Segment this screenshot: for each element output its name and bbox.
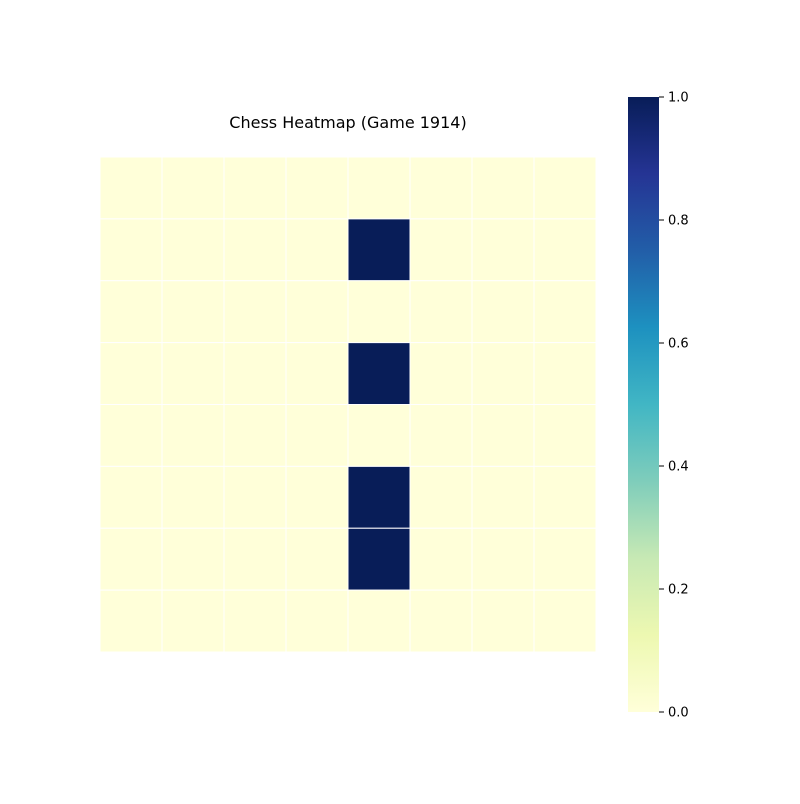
heatmap-cell xyxy=(471,342,535,406)
heatmap-cell xyxy=(99,218,163,282)
heatmap-cell xyxy=(99,404,163,467)
heatmap-cell xyxy=(347,527,411,591)
heatmap-cell xyxy=(285,218,349,282)
chart-title: Chess Heatmap (Game 1914) xyxy=(229,113,466,132)
heatmap-cell xyxy=(99,156,163,220)
heatmap-cell xyxy=(471,527,535,591)
heatmap-cell xyxy=(223,218,287,282)
colorbar xyxy=(628,97,659,712)
heatmap-cell xyxy=(409,589,473,653)
heatmap-cell xyxy=(471,404,535,467)
colorbar-ticks: 0.0 0.2 0.4 0.6 0.8 1.0 xyxy=(659,91,689,721)
heatmap-cell xyxy=(533,527,597,591)
heatmap-cell xyxy=(347,156,411,220)
heatmap-cell xyxy=(285,589,349,653)
heatmap-cell xyxy=(223,156,287,220)
heatmap-cell xyxy=(99,465,163,529)
heatmap-cell xyxy=(409,404,473,467)
heatmap-cell xyxy=(533,342,597,406)
heatmap-cell xyxy=(161,527,225,591)
heatmap-cell xyxy=(161,280,225,344)
heatmap-cell xyxy=(471,465,535,529)
heatmap-cell xyxy=(471,589,535,653)
heatmap-cell xyxy=(533,465,597,529)
heatmap-cell xyxy=(409,527,473,591)
heatmap-cell xyxy=(161,589,225,653)
heatmap-cell xyxy=(161,342,225,406)
heatmap-cell xyxy=(347,404,411,467)
heatmap-cells xyxy=(99,156,597,653)
colorbar-tick-label: 0.4 xyxy=(668,460,689,475)
heatmap-cell xyxy=(533,218,597,282)
heatmap-cell xyxy=(161,156,225,220)
heatmap-cell xyxy=(285,465,349,529)
heatmap-cell xyxy=(347,218,411,282)
heatmap-cell xyxy=(471,218,535,282)
heatmap-cell xyxy=(347,280,411,344)
heatmap-cell xyxy=(471,280,535,344)
heatmap-cell xyxy=(285,342,349,406)
heatmap-cell xyxy=(347,589,411,653)
heatmap-cell xyxy=(161,404,225,467)
heatmap-cell xyxy=(285,527,349,591)
heatmap-cell xyxy=(347,465,411,529)
heatmap-cell xyxy=(99,589,163,653)
heatmap-cell xyxy=(409,342,473,406)
heatmap-cell xyxy=(285,404,349,467)
heatmap-cell xyxy=(533,156,597,220)
heatmap-cell xyxy=(161,465,225,529)
heatmap-cell xyxy=(223,465,287,529)
heatmap-cell xyxy=(223,527,287,591)
heatmap-cell xyxy=(409,280,473,344)
colorbar-tick-label: 0.6 xyxy=(668,337,689,352)
colorbar-tick-label: 0.2 xyxy=(668,583,689,598)
heatmap-cell xyxy=(533,589,597,653)
heatmap-cell xyxy=(409,156,473,220)
heatmap-cell xyxy=(99,280,163,344)
heatmap-cell xyxy=(223,280,287,344)
heatmap-cell xyxy=(533,280,597,344)
heatmap-cell xyxy=(533,404,597,467)
colorbar-tick-label: 0.0 xyxy=(668,706,689,721)
heatmap-cell xyxy=(285,280,349,344)
heatmap-cell xyxy=(347,342,411,406)
heatmap-cell xyxy=(409,218,473,282)
heatmap-cell xyxy=(223,404,287,467)
heatmap-cell xyxy=(223,589,287,653)
heatmap-cell xyxy=(99,527,163,591)
heatmap-cell xyxy=(409,465,473,529)
heatmap-cell xyxy=(471,156,535,220)
heatmap-cell xyxy=(161,218,225,282)
heatmap-cell xyxy=(285,156,349,220)
colorbar-tick-label: 1.0 xyxy=(668,91,689,106)
colorbar-tick-label: 0.8 xyxy=(668,214,689,229)
heatmap-cell xyxy=(223,342,287,406)
heatmap-cell xyxy=(99,342,163,406)
